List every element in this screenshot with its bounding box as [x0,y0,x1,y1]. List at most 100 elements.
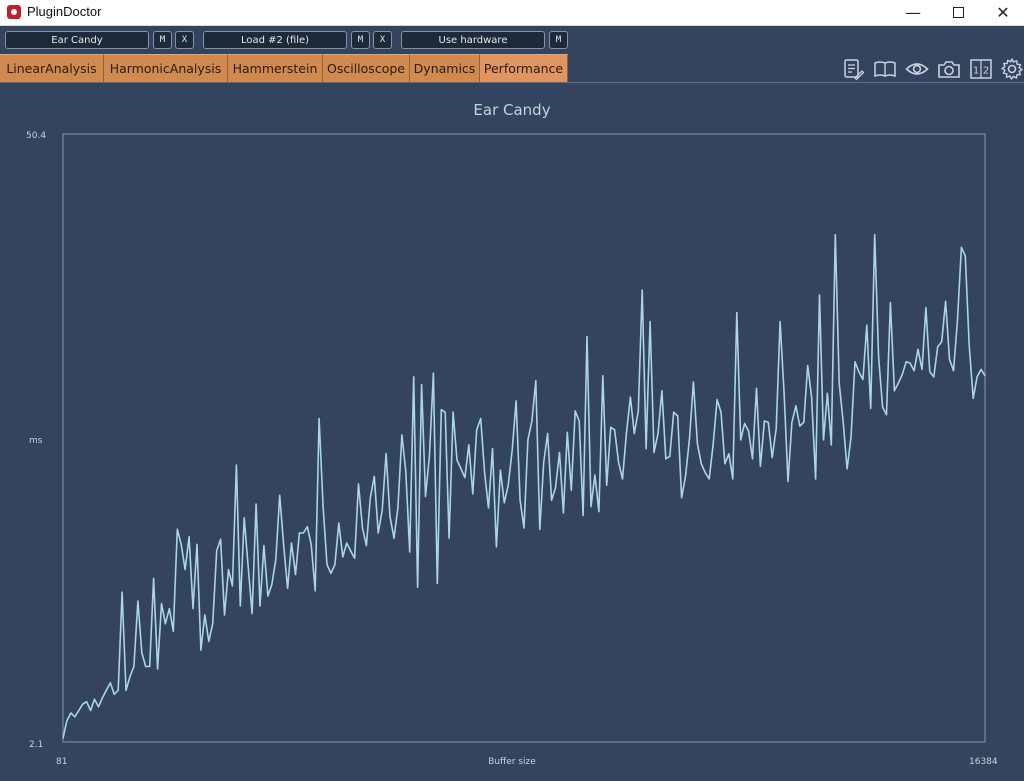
plugin2-menu-button[interactable]: M [351,31,370,49]
data-point-4 [78,709,80,712]
plugin1-menu-button[interactable]: M [153,31,172,49]
data-point-41 [223,614,226,616]
data-point-0 [62,737,64,739]
data-point-207 [878,356,880,358]
tab-performance[interactable]: Performance [480,54,568,82]
camera-icon[interactable] [937,57,961,81]
tab-hammerstein[interactable]: Hammerstein [228,54,323,82]
data-point-156 [677,415,679,417]
hardware-menu-button[interactable]: M [549,31,568,49]
data-point-115 [515,400,517,402]
data-point-6 [86,701,88,703]
data-point-197 [838,382,840,384]
data-point-118 [527,439,529,441]
compare-icon[interactable]: 1 2 [969,57,993,81]
data-point-119 [531,420,533,422]
data-point-182 [779,321,781,323]
data-point-116 [519,499,521,501]
book-icon[interactable] [873,57,897,81]
data-point-94 [432,372,434,374]
chart-title: Ear Candy [473,101,551,119]
data-point-121 [539,528,541,530]
data-point-75 [357,483,360,485]
data-point-114 [511,449,513,451]
data-point-54 [275,558,277,561]
plugin1-selector[interactable]: Ear Candy [5,31,149,49]
data-point-142 [621,478,624,480]
maximize-button[interactable] [935,0,981,25]
data-point-28 [172,630,174,632]
data-point-31 [184,568,186,571]
data-point-158 [684,475,687,477]
tab-oscilloscope[interactable]: Oscilloscope [323,54,410,82]
data-point-228 [960,246,963,248]
data-point-178 [763,420,766,422]
data-point-93 [428,455,430,457]
data-point-69 [334,563,336,566]
tab-linear-analysis[interactable]: LinearAnalysis [0,54,104,82]
plugin2-remove-button[interactable]: X [373,31,392,49]
data-point-55 [279,494,281,496]
svg-text:1: 1 [973,66,979,77]
data-point-149 [649,321,651,323]
data-point-193 [822,439,825,441]
data-point-165 [712,444,714,446]
data-point-79 [373,475,375,477]
gear-icon[interactable] [1000,57,1024,81]
data-point-155 [673,411,675,413]
data-point-127 [562,512,565,514]
data-point-234 [984,375,986,377]
data-point-25 [160,602,163,605]
data-point-97 [444,411,446,413]
data-point-86 [401,434,403,436]
data-point-174 [748,430,750,432]
data-point-11 [105,689,107,692]
eye-icon[interactable] [905,57,929,81]
data-point-231 [972,397,974,399]
notes-icon[interactable] [841,57,865,81]
close-icon: ✕ [996,3,1010,22]
data-point-65 [318,417,320,420]
data-point-87 [405,470,407,472]
latency-series-line [62,233,986,739]
data-point-100 [456,459,458,461]
data-point-230 [968,344,970,347]
x-axis-label: Buffer size [488,757,536,767]
data-point-163 [704,472,706,474]
data-point-153 [665,458,667,460]
data-point-157 [681,497,683,499]
close-button[interactable]: ✕ [980,0,1024,25]
data-point-21 [145,665,147,668]
data-point-188 [803,421,805,423]
data-point-35 [200,649,202,651]
data-point-60 [298,532,300,534]
data-point-39 [216,550,218,552]
tab-dynamics[interactable]: Dynamics [410,54,480,82]
data-point-147 [641,289,643,291]
minimize-button[interactable]: — [890,0,936,25]
data-point-190 [811,396,813,398]
data-point-168 [724,463,726,465]
plugin2-selector[interactable]: Load #2 (file) [203,31,347,49]
data-point-98 [448,537,450,539]
data-point-22 [149,665,151,668]
data-point-162 [700,463,702,465]
data-point-146 [637,410,639,412]
y-min-tick-label: 2.1 [29,740,44,750]
data-point-166 [716,399,718,401]
data-point-141 [618,461,620,464]
data-point-194 [826,392,829,394]
analysis-tabs: LinearAnalysis HarmonicAnalysis Hammerst… [0,54,1024,83]
data-point-172 [740,439,742,441]
data-point-110 [495,546,497,548]
data-point-19 [137,600,139,602]
tab-harmonic-analysis[interactable]: HarmonicAnalysis [104,54,228,82]
title-bar: PluginDoctor — ✕ [0,0,1024,26]
data-point-159 [688,438,691,440]
data-point-52 [267,595,269,597]
data-point-80 [377,532,379,534]
data-point-218 [921,368,923,370]
plugin1-remove-button[interactable]: X [175,31,194,49]
hardware-selector[interactable]: Use hardware [401,31,545,49]
